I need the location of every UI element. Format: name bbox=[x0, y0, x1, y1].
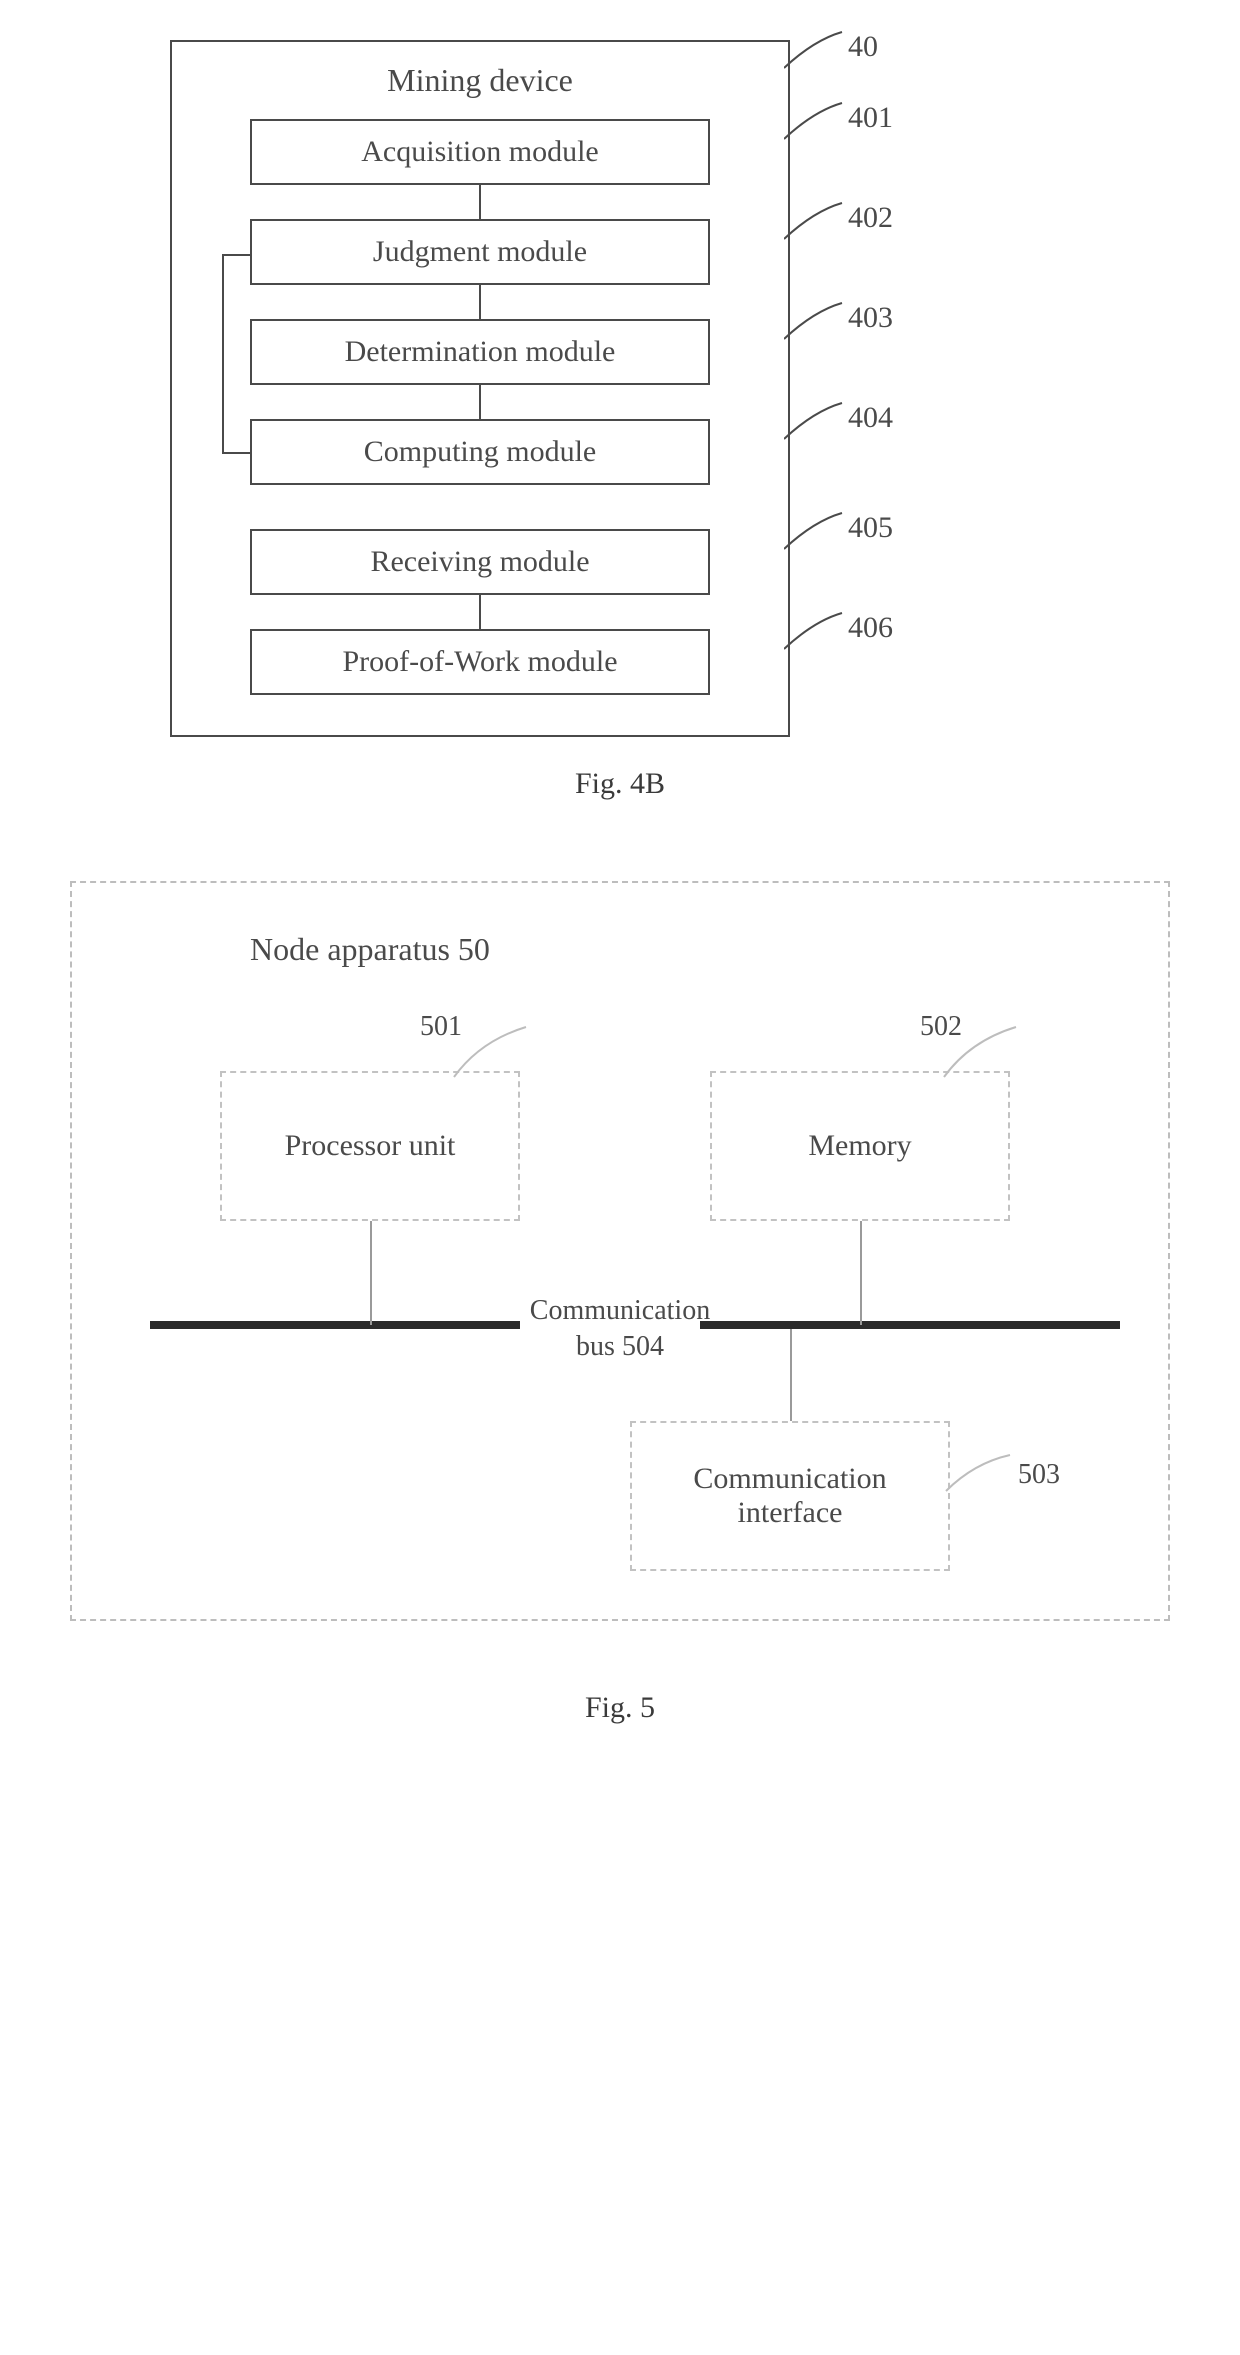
callout-curve-501 bbox=[450, 1021, 530, 1081]
connector-processor-bus bbox=[370, 1221, 372, 1325]
figure-5: Node apparatus 50 Processor unit 501 Mem… bbox=[40, 881, 1200, 1725]
connector bbox=[479, 595, 481, 629]
module-row: Determination module bbox=[172, 319, 788, 385]
ref-402: 402 bbox=[848, 201, 893, 235]
ref-404: 404 bbox=[848, 401, 893, 435]
fig4b-area: Mining device Acquisition module Judgment… bbox=[170, 40, 1070, 737]
communication-interface-label-1: Communication bbox=[693, 1462, 886, 1496]
ref-40: 40 bbox=[848, 30, 878, 64]
module-row: Proof-of-Work module bbox=[172, 629, 788, 695]
module-stack: Acquisition module Judgment module Determi… bbox=[172, 119, 788, 695]
node-apparatus-title: Node apparatus 50 bbox=[250, 931, 490, 968]
gap bbox=[172, 485, 788, 529]
bus-label: Communication bus 504 bbox=[490, 1293, 750, 1366]
feedback-connector bbox=[222, 254, 252, 454]
connector bbox=[479, 185, 481, 219]
callout-403: 403 bbox=[784, 301, 893, 341]
mining-device-title: Mining device bbox=[172, 62, 788, 99]
ref-503: 503 bbox=[1018, 1459, 1060, 1491]
ref-403: 403 bbox=[848, 301, 893, 335]
module-box-404: Computing module bbox=[250, 419, 710, 485]
memory-label: Memory bbox=[808, 1129, 911, 1163]
ref-405: 405 bbox=[848, 511, 893, 545]
module-box-405: Receiving module bbox=[250, 529, 710, 595]
callout-40: 40 bbox=[784, 30, 878, 70]
ref-401: 401 bbox=[848, 101, 893, 135]
module-row: Acquisition module bbox=[172, 119, 788, 185]
callout-402: 402 bbox=[784, 201, 893, 241]
figure-4b: Mining device Acquisition module Judgment… bbox=[40, 40, 1200, 801]
ref-406: 406 bbox=[848, 611, 893, 645]
mining-device-container: Mining device Acquisition module Judgment… bbox=[170, 40, 790, 737]
memory-block: Memory bbox=[710, 1071, 1010, 1221]
module-box-401: Acquisition module bbox=[250, 119, 710, 185]
connector-memory-bus bbox=[860, 1221, 862, 1325]
callout-401: 401 bbox=[784, 101, 893, 141]
bus-line-left bbox=[150, 1321, 520, 1329]
module-box-406: Proof-of-Work module bbox=[250, 629, 710, 695]
module-row: Receiving module bbox=[172, 529, 788, 595]
callout-405: 405 bbox=[784, 511, 893, 551]
connector bbox=[479, 285, 481, 319]
node-apparatus-container bbox=[70, 881, 1170, 1621]
communication-interface-block: Communication interface bbox=[630, 1421, 950, 1571]
bus-label-2: bus 504 bbox=[576, 1331, 664, 1362]
bus-label-1: Communication bbox=[530, 1295, 710, 1326]
fig5-area: Node apparatus 50 Processor unit 501 Mem… bbox=[70, 881, 1170, 1661]
module-box-403: Determination module bbox=[250, 319, 710, 385]
connector bbox=[479, 385, 481, 419]
module-box-402: Judgment module bbox=[250, 219, 710, 285]
communication-interface-label-2: interface bbox=[738, 1496, 843, 1530]
callout-404: 404 bbox=[784, 401, 893, 441]
caption-4b: Fig. 4B bbox=[40, 767, 1200, 801]
connector-commif-bus bbox=[790, 1329, 792, 1421]
bus-line-right bbox=[700, 1321, 1120, 1329]
module-row: Judgment module bbox=[172, 219, 788, 285]
callout-503: 503 bbox=[944, 1451, 1060, 1495]
processor-unit-label: Processor unit bbox=[285, 1129, 456, 1163]
module-row: Computing module bbox=[172, 419, 788, 485]
callout-curve-502 bbox=[940, 1021, 1020, 1081]
caption-5: Fig. 5 bbox=[40, 1691, 1200, 1725]
processor-unit-block: Processor unit bbox=[220, 1071, 520, 1221]
callout-406: 406 bbox=[784, 611, 893, 651]
